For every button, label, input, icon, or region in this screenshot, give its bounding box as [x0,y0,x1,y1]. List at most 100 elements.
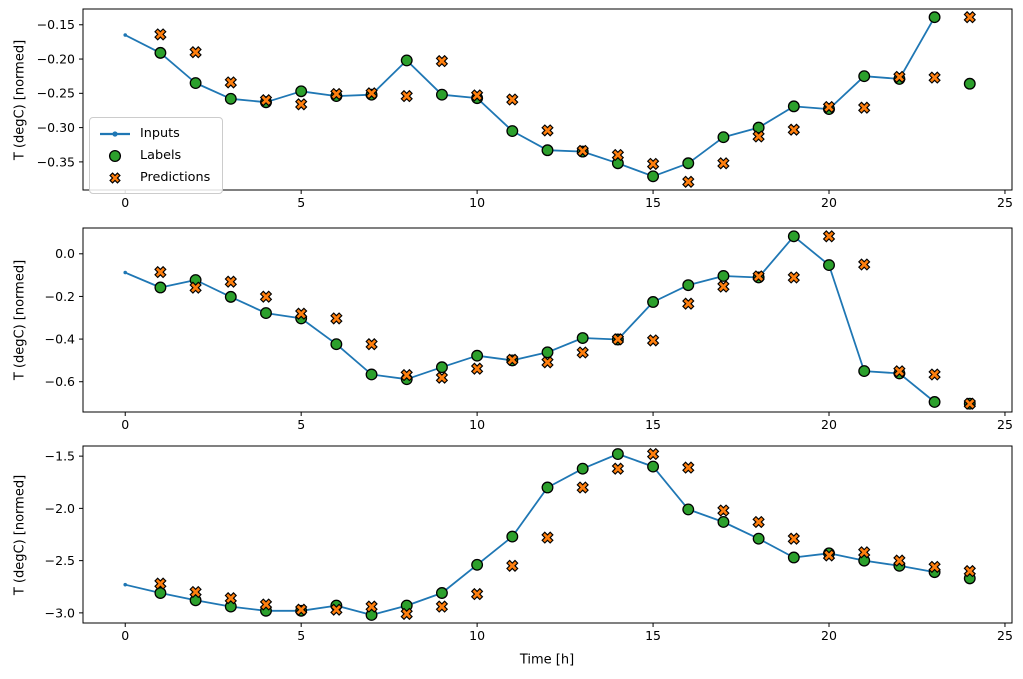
x-tick-label: 0 [121,195,129,210]
plot-area [82,227,1013,413]
labels-marker [365,368,378,381]
x-tick-label: 20 [821,195,837,210]
panel-1: 0 5 10 15 20 25 −0.15 −0.20 −0.25 −0.30 −0.35 [37,8,1013,210]
predictions-marker [435,54,449,68]
x-axis-label: Time [h] [519,652,575,668]
predictions-marker [928,368,941,381]
predictions-marker [682,175,695,188]
labels-marker [295,85,308,98]
predictions-marker [365,87,378,100]
x-tick-label: 10 [469,628,485,643]
labels-marker [541,346,554,359]
predictions-marker [822,549,836,562]
inputs-marker [123,270,128,275]
predictions-marker [541,531,554,544]
labels-marker [471,558,484,571]
x-tick-label: 0 [121,417,129,432]
predictions-marker [717,280,730,293]
y-tick-label: −2.5 [45,553,75,568]
y-tick-label: −0.15 [37,17,75,32]
predictions-marker [576,144,589,158]
x-tick-label: 15 [645,195,661,210]
labels-marker [224,92,237,105]
inputs-marker [123,582,128,587]
labels-marker [541,144,554,157]
labels-marker [823,259,835,272]
x-tick-label: 10 [469,195,485,210]
predictions-marker [858,101,871,114]
predictions-marker [893,365,906,378]
predictions-marker [189,46,202,59]
predictions-marker [822,100,836,114]
predictions-marker [154,28,167,41]
predictions-marker [611,333,625,346]
labels-marker [224,290,237,303]
y-axis-label-panel-1: T (degC) [normed] [12,39,28,161]
labels-marker [928,11,941,24]
predictions-marker [928,560,941,574]
predictions-marker [259,94,273,107]
predictions-marker [506,559,519,572]
predictions-marker [435,600,449,613]
predictions-marker [154,577,167,590]
x-tick-label: 5 [297,417,305,432]
predictions-marker [928,71,941,84]
legend-label-predictions: Predictions [140,170,211,185]
predictions-marker [646,157,660,171]
y-tick-label: −1.5 [45,449,75,464]
x-tick-label: 25 [997,195,1013,210]
labels-marker [435,587,448,599]
labels-marker [154,281,167,294]
labels-marker [647,460,660,473]
inputs-line [124,16,936,178]
predictions-marker [893,70,906,84]
predictions-x-icon [109,171,121,184]
labels-marker [471,349,484,362]
labels-marker [647,170,660,183]
labels-marker [576,332,589,344]
plot-area [82,445,1013,624]
labels-marker [717,131,730,144]
x-tick-label: 25 [997,417,1013,432]
labels-marker [611,448,624,460]
x-tick-label: 20 [821,628,837,643]
x-tick-label: 0 [121,628,129,643]
predictions-marker [682,461,695,474]
labels-marker [506,530,519,543]
predictions-marker [470,587,484,601]
x-tick-label: 15 [645,628,661,643]
labels-marker [717,516,730,528]
predictions-marker [506,353,519,366]
labels-marker [400,54,413,67]
plot-area [82,8,1013,191]
x-tick-label: 25 [997,628,1013,643]
legend-label-labels: Labels [140,148,182,163]
predictions-marker [506,93,519,106]
predictions-marker [858,258,871,271]
labels-marker [928,396,941,408]
labels-marker [963,77,976,90]
y-tick-label: −0.2 [45,289,75,304]
predictions-marker [365,338,378,351]
y-tick-label: −2.0 [45,501,75,516]
legend-label-inputs: Inputs [140,126,180,141]
x-tick-label: 10 [469,417,485,432]
inputs-marker [123,33,128,37]
labels-marker [787,100,800,113]
panel-2: 0 5 10 15 20 25 0.0 −0.2 −0.4 −0.6 [45,227,1013,432]
inputs-line [124,235,936,403]
predictions-marker [189,281,202,294]
predictions-marker [400,89,413,103]
labels-marker [330,338,343,351]
x-tick-label: 20 [821,417,837,432]
labels-marker [752,121,765,134]
y-tick-label: −0.25 [37,86,75,101]
predictions-marker [259,598,273,611]
labels-marker [260,307,272,320]
predictions-marker [822,230,836,243]
legend: Inputs Labels Predictions [89,117,224,194]
y-tick-label: −0.4 [45,331,75,346]
x-tick-label: 5 [297,195,305,210]
legend-item-inputs: Inputs [99,124,210,143]
